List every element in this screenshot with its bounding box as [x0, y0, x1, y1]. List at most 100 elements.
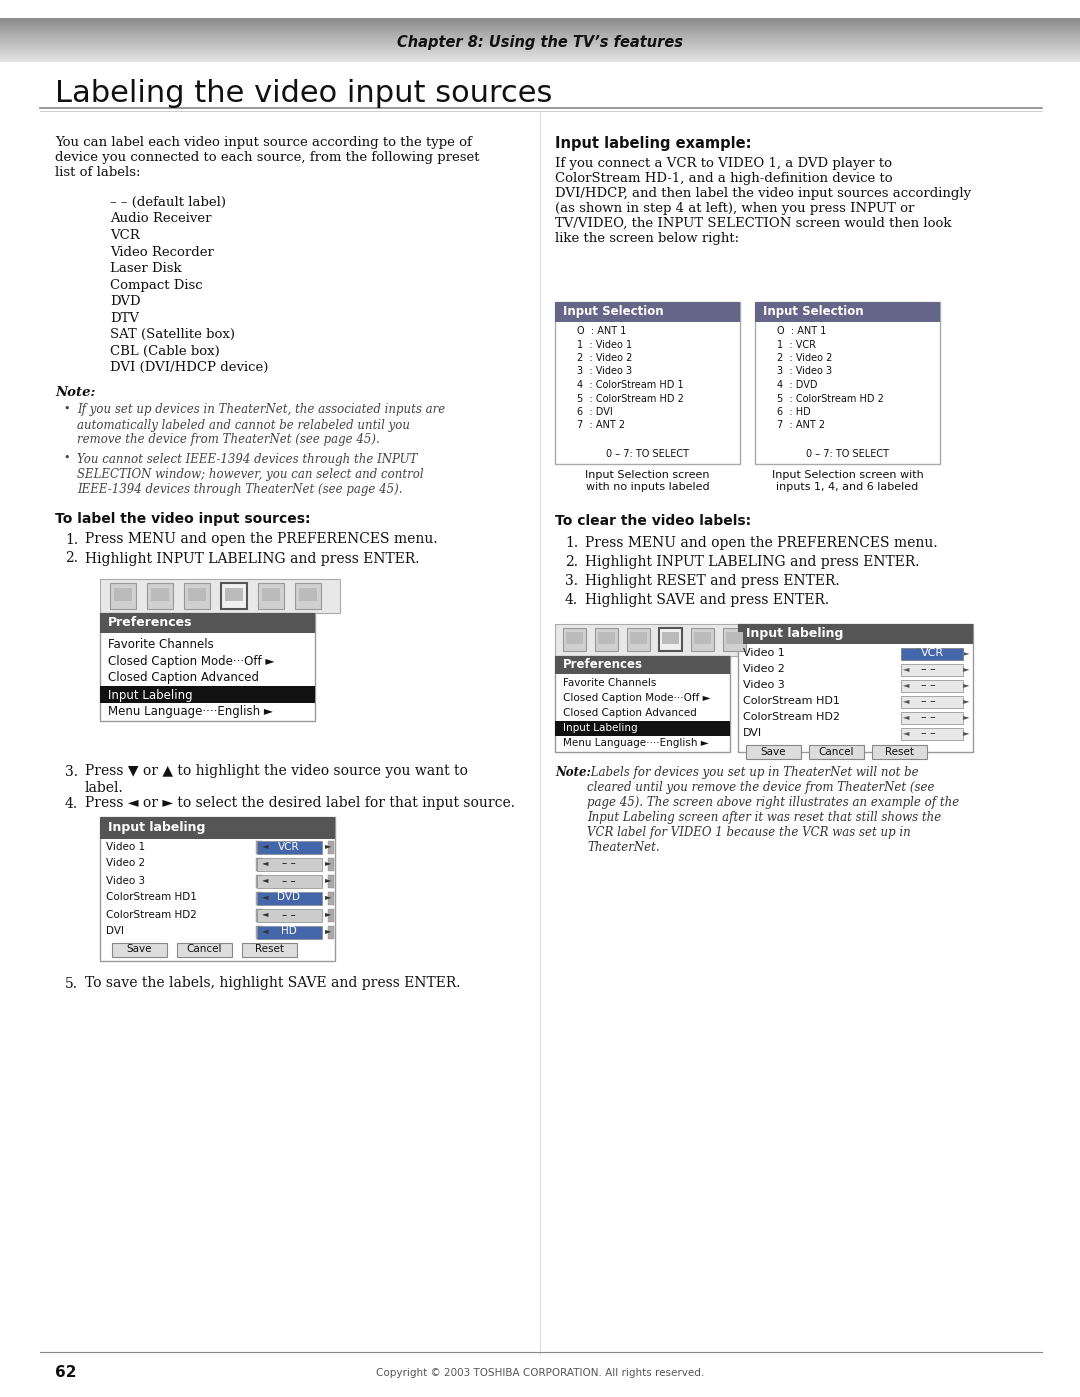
- Bar: [151, 588, 168, 601]
- Text: Closed Caption Mode···Off ►: Closed Caption Mode···Off ►: [108, 655, 274, 668]
- Text: Input Selection: Input Selection: [762, 305, 864, 319]
- Text: – –: – –: [282, 859, 296, 869]
- Bar: [257, 841, 322, 854]
- Text: 5  : ColorStream HD 2: 5 : ColorStream HD 2: [777, 394, 883, 404]
- Text: 1.: 1.: [65, 532, 78, 546]
- Bar: [723, 629, 746, 651]
- Text: Menu Language····English ►: Menu Language····English ►: [563, 738, 708, 747]
- Text: Reset: Reset: [885, 747, 914, 757]
- Bar: [177, 943, 232, 957]
- Bar: [901, 664, 963, 676]
- Text: Video 2: Video 2: [743, 664, 785, 673]
- Text: ColorStream HD1: ColorStream HD1: [106, 893, 197, 902]
- Bar: [872, 745, 927, 759]
- Bar: [262, 588, 280, 601]
- Text: ◄: ◄: [903, 648, 909, 657]
- Text: 7  : ANT 2: 7 : ANT 2: [577, 420, 625, 430]
- Bar: [566, 631, 583, 644]
- Text: – –: – –: [920, 680, 935, 690]
- Text: Closed Caption Advanced: Closed Caption Advanced: [563, 708, 697, 718]
- Bar: [100, 816, 335, 961]
- Bar: [256, 875, 262, 887]
- Bar: [901, 648, 963, 659]
- Text: To clear the video labels:: To clear the video labels:: [555, 514, 751, 528]
- Text: O  : ANT 1: O : ANT 1: [577, 326, 626, 337]
- Text: •: •: [64, 453, 70, 462]
- Bar: [755, 302, 940, 321]
- Bar: [595, 629, 618, 651]
- Text: Press MENU and open the PREFERENCES menu.: Press MENU and open the PREFERENCES menu…: [585, 536, 937, 550]
- Text: 2  : Video 2: 2 : Video 2: [577, 353, 633, 363]
- Text: ◄: ◄: [903, 680, 909, 689]
- Text: DVI (DVI/HDCP device): DVI (DVI/HDCP device): [110, 360, 268, 374]
- Text: ◄: ◄: [262, 926, 269, 936]
- Text: Closed Caption Advanced: Closed Caption Advanced: [108, 672, 259, 685]
- Bar: [112, 943, 167, 957]
- Text: DVD: DVD: [110, 295, 140, 307]
- Text: Labeling the video input sources: Labeling the video input sources: [55, 80, 552, 108]
- Text: 4  : ColorStream HD 1: 4 : ColorStream HD 1: [577, 380, 684, 390]
- Bar: [738, 624, 973, 752]
- Text: ►: ►: [324, 926, 330, 936]
- Text: Press ▼ or ▲ to highlight the video source you want to
label.: Press ▼ or ▲ to highlight the video sour…: [85, 764, 468, 795]
- Text: DVI: DVI: [743, 728, 762, 738]
- Text: 3.: 3.: [565, 574, 578, 588]
- Bar: [100, 612, 315, 721]
- Bar: [555, 657, 730, 752]
- Text: Input labeling: Input labeling: [746, 627, 843, 640]
- Text: ►: ►: [324, 893, 330, 901]
- Text: CBL (Cable box): CBL (Cable box): [110, 345, 219, 358]
- Bar: [555, 302, 740, 464]
- Text: Audio Receiver: Audio Receiver: [110, 212, 212, 225]
- Bar: [100, 612, 315, 633]
- Text: Press MENU and open the PREFERENCES menu.: Press MENU and open the PREFERENCES menu…: [85, 532, 437, 546]
- Text: 3.: 3.: [65, 764, 78, 778]
- Text: ►: ►: [962, 728, 969, 738]
- Text: DVD: DVD: [278, 893, 300, 902]
- Text: Preferences: Preferences: [563, 658, 643, 671]
- Text: ColorStream HD2: ColorStream HD2: [106, 909, 197, 919]
- Text: Cancel: Cancel: [819, 747, 854, 757]
- Text: 4.: 4.: [565, 592, 578, 608]
- Text: Input Labeling: Input Labeling: [563, 724, 637, 733]
- Text: ◄: ◄: [262, 909, 269, 918]
- Text: 2.: 2.: [565, 555, 578, 569]
- Text: Preferences: Preferences: [108, 616, 192, 630]
- Text: 1  : VCR: 1 : VCR: [777, 339, 816, 349]
- Bar: [257, 891, 322, 904]
- Text: Highlight SAVE and press ENTER.: Highlight SAVE and press ENTER.: [585, 592, 829, 608]
- Text: DVI: DVI: [106, 926, 124, 936]
- Text: Video 3: Video 3: [106, 876, 145, 886]
- Text: Favorite Channels: Favorite Channels: [563, 678, 657, 687]
- Text: ◄: ◄: [262, 859, 269, 868]
- Text: VCR: VCR: [917, 648, 940, 658]
- Text: HD: HD: [281, 926, 297, 936]
- Text: Reset: Reset: [255, 944, 284, 954]
- Bar: [901, 712, 963, 724]
- Text: 2  : Video 2: 2 : Video 2: [777, 353, 833, 363]
- Bar: [256, 841, 262, 854]
- Text: Video 2: Video 2: [106, 859, 145, 869]
- Text: 3  : Video 3: 3 : Video 3: [777, 366, 832, 377]
- Text: 5.: 5.: [65, 977, 78, 990]
- Text: 7  : ANT 2: 7 : ANT 2: [777, 420, 825, 430]
- Text: ◄: ◄: [262, 893, 269, 901]
- Bar: [555, 721, 730, 736]
- Text: Video Recorder: Video Recorder: [110, 246, 214, 258]
- Text: 3  : Video 3: 3 : Video 3: [577, 366, 632, 377]
- Bar: [100, 816, 335, 838]
- Text: If you connect a VCR to VIDEO 1, a DVD player to
ColorStream HD-1, and a high-de: If you connect a VCR to VIDEO 1, a DVD p…: [555, 156, 971, 244]
- Bar: [258, 583, 284, 609]
- Text: – –: – –: [920, 712, 935, 722]
- Bar: [627, 629, 650, 651]
- Text: Favorite Channels: Favorite Channels: [108, 637, 214, 651]
- Text: ◄: ◄: [903, 712, 909, 721]
- Text: Closed Caption Mode···Off ►: Closed Caption Mode···Off ►: [563, 693, 711, 703]
- Text: You cannot select IEEE-1394 devices through the INPUT
SELECTION window; however,: You cannot select IEEE-1394 devices thro…: [77, 453, 423, 496]
- Text: Save: Save: [126, 944, 152, 954]
- Text: Laser Disk: Laser Disk: [110, 263, 181, 275]
- Text: 1.: 1.: [565, 536, 578, 550]
- Text: ►: ►: [324, 909, 330, 918]
- Text: 6  : DVI: 6 : DVI: [577, 407, 612, 416]
- Text: – –: – –: [282, 876, 296, 886]
